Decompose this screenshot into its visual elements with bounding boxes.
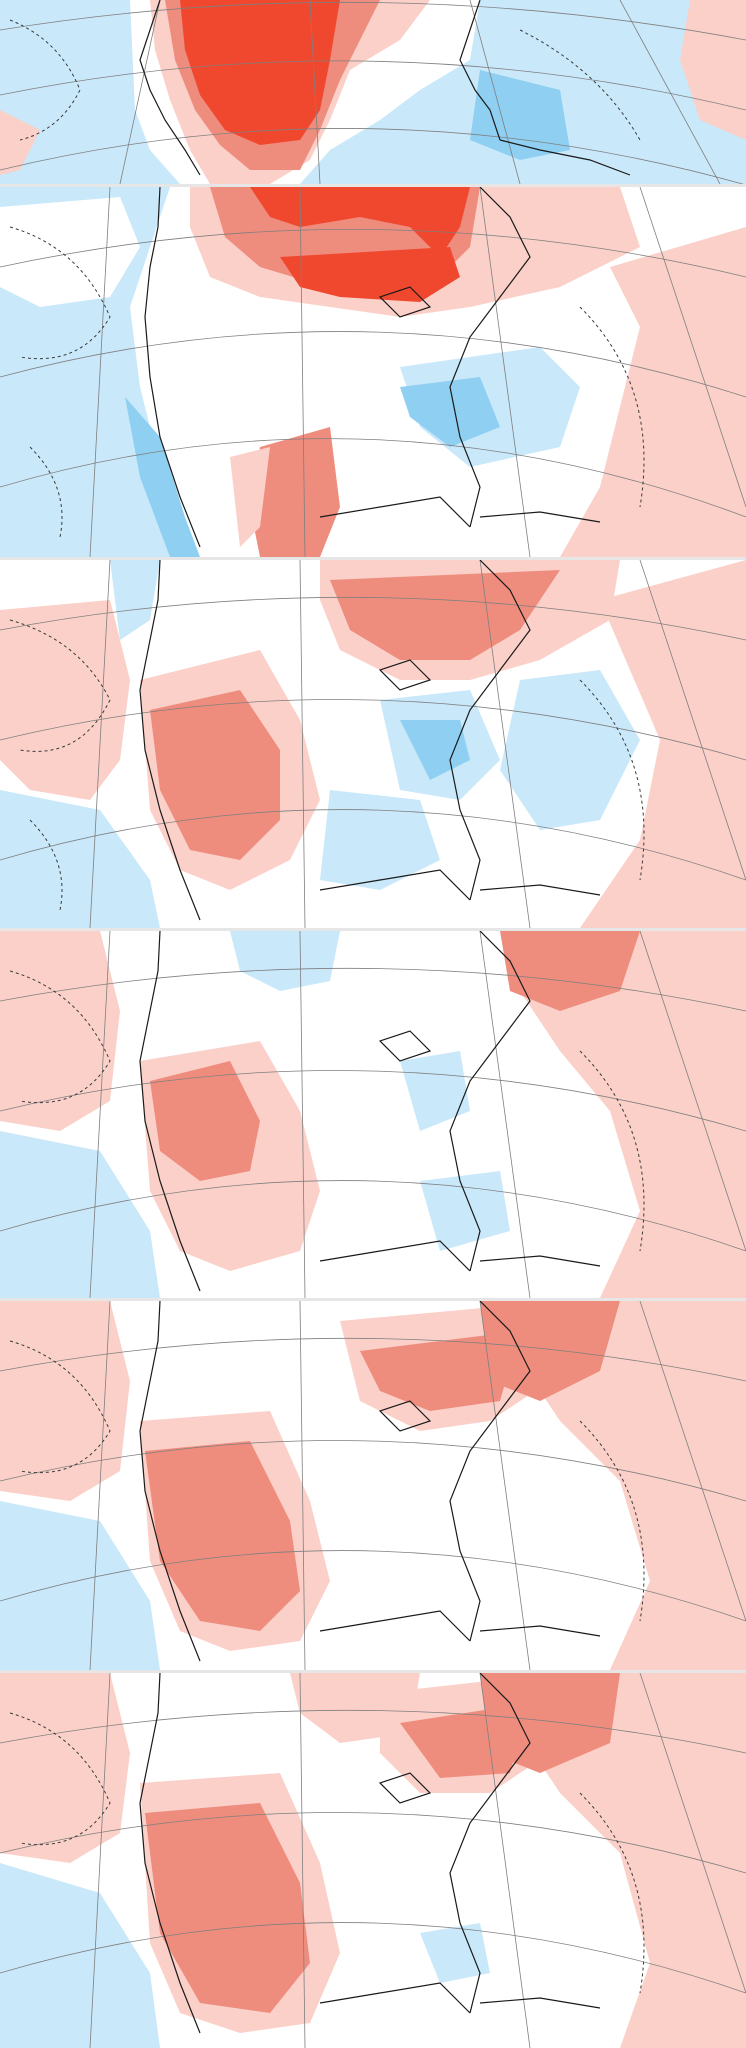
panel-divider xyxy=(0,928,746,931)
map-panel-4-svg xyxy=(0,931,746,1298)
north-cool-patch xyxy=(230,931,340,991)
coastlines xyxy=(139,931,601,1292)
pacific-warm-spot xyxy=(0,110,40,175)
graticule xyxy=(0,187,746,557)
dashed-contours xyxy=(9,619,645,911)
atlantic-warm-region xyxy=(580,560,746,928)
graticule xyxy=(0,1301,746,1670)
pacific-warm-region xyxy=(0,1673,130,1863)
central-cool-patch xyxy=(400,1051,470,1131)
northwest-cool-patch xyxy=(110,560,160,640)
northeast-warm-region xyxy=(480,1301,620,1401)
graticule xyxy=(0,560,746,928)
coastlines xyxy=(139,1673,601,2034)
pacific-warm-region xyxy=(0,931,120,1131)
north-warm-region xyxy=(360,1331,520,1411)
map-panel-3-svg xyxy=(0,560,746,928)
graticule xyxy=(0,0,746,184)
pacific-cool-region xyxy=(0,1131,160,1298)
coastal-cool-region xyxy=(125,397,200,557)
pacific-cool-region xyxy=(0,1501,160,1670)
warm-region-south xyxy=(250,427,340,557)
pacific-cool-region xyxy=(0,1863,160,2048)
coastlines xyxy=(139,0,631,176)
dashed-contours xyxy=(9,19,641,141)
map-panel-5-svg xyxy=(0,1301,746,1670)
graticule xyxy=(0,931,746,1298)
west-warm-region xyxy=(150,690,280,860)
atlantic-warm-region xyxy=(680,0,746,140)
pacific-cool-region xyxy=(0,790,160,928)
atlantic-warm-region xyxy=(560,227,746,557)
pacific-warm-region xyxy=(0,600,130,800)
light-warm-region-south xyxy=(230,447,270,547)
pacific-warm-region xyxy=(0,1301,130,1501)
dashed-contours xyxy=(9,970,645,1252)
coastlines xyxy=(139,560,601,921)
west-warm-region xyxy=(145,1441,300,1631)
map-panel-6-svg xyxy=(0,1673,746,2048)
north-warm-region xyxy=(330,570,560,660)
cool-core-east xyxy=(400,377,500,447)
atlantic-warm-region xyxy=(500,931,746,1298)
map-panel-1 xyxy=(0,0,746,184)
pacific-cool-region xyxy=(0,0,140,150)
map-panel-1-svg xyxy=(0,0,746,184)
west-warm-region xyxy=(150,1061,260,1181)
dashed-contours xyxy=(9,1712,645,1994)
panel-divider xyxy=(0,1670,746,1673)
coastlines xyxy=(139,1301,601,1662)
atlantic-warm-region xyxy=(500,1301,746,1670)
coastlines xyxy=(144,187,601,548)
east-cool-region xyxy=(500,670,640,830)
map-panel-6 xyxy=(0,1673,746,2048)
map-panel-4 xyxy=(0,931,746,1298)
northeast-warm-region xyxy=(480,1673,620,1773)
map-panel-5 xyxy=(0,1301,746,1670)
graticule xyxy=(0,1673,746,2048)
panel-divider xyxy=(0,557,746,560)
southeast-cool-patch xyxy=(420,1923,490,1983)
atlantic-warm-region xyxy=(500,1673,746,2048)
strong-warm-region-north xyxy=(250,187,470,257)
map-panel-2-svg xyxy=(0,187,746,557)
map-panel-2 xyxy=(0,187,746,557)
west-warm-region xyxy=(145,1803,310,2013)
strong-warm-region-lakes xyxy=(280,247,460,302)
dashed-contours xyxy=(9,1340,645,1622)
strong-warm-region xyxy=(180,0,340,145)
southeast-cool-patch xyxy=(420,1171,510,1251)
panel-divider xyxy=(0,1298,746,1301)
gulf-cool-region xyxy=(320,790,440,890)
map-panel-3 xyxy=(0,560,746,928)
northeast-warm-region xyxy=(500,931,640,1011)
panel-divider xyxy=(0,184,746,187)
dashed-contours xyxy=(9,226,645,538)
central-cool-core xyxy=(400,720,470,780)
